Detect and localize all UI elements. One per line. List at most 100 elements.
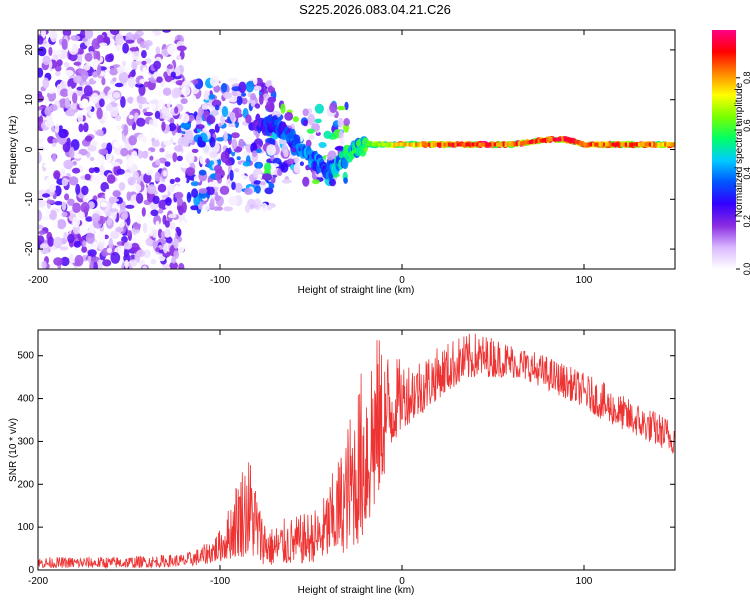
spectral-blob: [197, 203, 204, 210]
spectral-blob: [118, 71, 129, 84]
spectral-blob: [69, 253, 74, 265]
carrier-segment: [602, 142, 606, 147]
spectrogram-xtick-label: 100: [576, 275, 593, 286]
carrier-segment: [393, 142, 396, 147]
spectral-blob: [150, 209, 159, 217]
spectrogram-ytick-label: -20: [24, 241, 35, 256]
carrier-segment: [395, 142, 398, 147]
spectral-blob: [91, 38, 101, 50]
carrier-segment: [443, 142, 446, 147]
carrier-segment: [367, 142, 370, 147]
spectral-blob: [53, 257, 63, 266]
spectral-blob: [125, 39, 135, 44]
spectral-blob: [168, 222, 176, 230]
spectral-blob: [174, 184, 180, 194]
spectral-blob: [96, 107, 103, 120]
spectral-blob: [223, 206, 234, 212]
spectral-blob: [125, 204, 135, 209]
spectral-blob: [67, 86, 73, 98]
spectral-blob: [38, 137, 43, 144]
carrier-segment: [664, 142, 667, 147]
spectral-blob: [82, 98, 89, 109]
snr-ylabel: SNR (10 * v/v): [8, 418, 19, 482]
spectral-blob: [245, 81, 255, 93]
spectral-blob: [136, 176, 141, 185]
carrier-segment: [493, 142, 497, 147]
spectral-blob: [292, 116, 299, 123]
spectral-blob: [257, 173, 264, 179]
colorbar-label: Normalized spectral amplitude: [734, 82, 745, 217]
spectral-blob: [150, 79, 159, 84]
carrier-segment: [430, 142, 433, 147]
spectral-blob: [172, 135, 180, 143]
carrier-segment: [415, 142, 418, 147]
snr-ytick-label: 100: [17, 522, 34, 533]
spectral-blob: [68, 176, 79, 186]
spectral-blob: [38, 224, 44, 230]
spectral-blob: [136, 249, 146, 258]
carrier-segment: [441, 142, 444, 147]
spectral-blob: [231, 181, 236, 191]
carrier-segment: [495, 142, 499, 147]
spectral-blob: [94, 167, 100, 173]
carrier-segment: [456, 142, 459, 147]
spectral-blob: [154, 171, 161, 182]
spectral-blob: [136, 214, 142, 224]
spectral-blob: [38, 261, 42, 269]
spectral-blob: [143, 81, 149, 88]
spectral-blob: [42, 43, 52, 48]
spectral-blob: [254, 185, 261, 194]
spectral-blob: [60, 88, 69, 97]
spectral-blob: [72, 153, 83, 159]
carrier-segment: [417, 142, 420, 147]
carrier-segment: [618, 142, 621, 147]
carrier-segment: [504, 142, 507, 147]
spectral-blob: [163, 140, 173, 146]
carrier-segment: [648, 142, 652, 147]
spectral-blob: [82, 240, 87, 248]
carrier-segment: [578, 141, 582, 146]
snr-ytick-label: 400: [17, 394, 34, 405]
spectral-blob: [72, 92, 78, 104]
spectral-blob: [239, 175, 250, 184]
spectral-blob: [144, 58, 152, 64]
spectral-blob: [93, 50, 99, 61]
spectral-blob: [67, 198, 75, 206]
spectral-blob: [293, 162, 301, 174]
carrier-segment: [629, 142, 632, 147]
spectral-blob: [91, 241, 99, 250]
carrier-segment: [605, 142, 608, 147]
spectral-blob: [343, 118, 351, 127]
spectral-blob: [136, 232, 141, 243]
spectral-blob: [124, 259, 129, 269]
spectral-blob: [67, 233, 75, 244]
spectral-blob: [106, 217, 112, 226]
spectral-blob: [114, 82, 124, 88]
carrier-segment: [436, 142, 440, 147]
spectral-blob: [38, 110, 42, 118]
carrier-segment: [561, 137, 564, 142]
spectral-blob: [259, 181, 266, 186]
spectral-blob: [39, 243, 49, 249]
snr-ytick-label: 300: [17, 436, 34, 447]
spectral-blob: [127, 176, 136, 186]
spectral-blob: [110, 230, 120, 239]
carrier-segment: [474, 142, 477, 147]
spectral-blob: [89, 156, 95, 162]
carrier-segment: [592, 142, 595, 147]
spectral-blob: [337, 117, 344, 128]
spectral-blob: [202, 144, 212, 156]
spectral-blob: [299, 161, 304, 166]
spectral-blob: [82, 37, 88, 42]
spectral-blob: [223, 130, 228, 143]
spectral-blob: [96, 154, 106, 165]
spectral-blob: [67, 39, 73, 52]
spectral-blob: [229, 169, 234, 181]
spectral-blob: [63, 159, 74, 170]
spectral-blob: [244, 188, 253, 195]
spectral-blob: [143, 249, 151, 259]
spectral-blob: [84, 52, 93, 62]
